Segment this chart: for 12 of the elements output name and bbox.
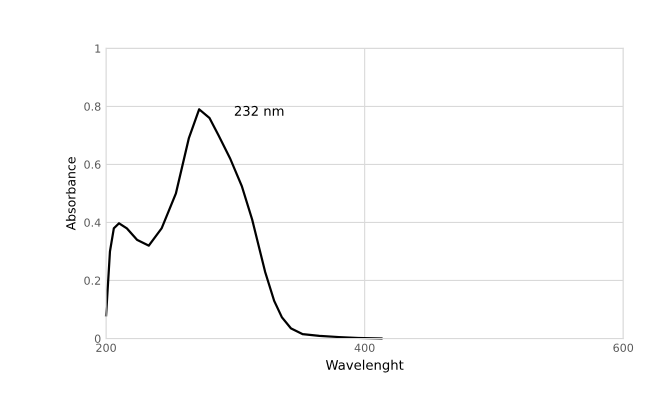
y-axis-title: Absorbance — [66, 157, 76, 230]
x-axis-title: Wavelenght — [326, 360, 404, 372]
x-tick-label: 200 — [96, 344, 116, 352]
y-tick-label: 0.2 — [84, 276, 100, 285]
y-tick-label: 0 — [94, 334, 100, 343]
x-tick-label: 400 — [354, 344, 375, 352]
y-tick-label: 0.8 — [84, 102, 100, 111]
annotation: 232 nm — [234, 106, 284, 116]
y-tick-label: 0.4 — [84, 218, 101, 227]
y-tick-label: 1 — [95, 44, 100, 53]
y-tick-label: 0.6 — [84, 160, 101, 169]
x-tick-label: 600 — [613, 344, 634, 352]
